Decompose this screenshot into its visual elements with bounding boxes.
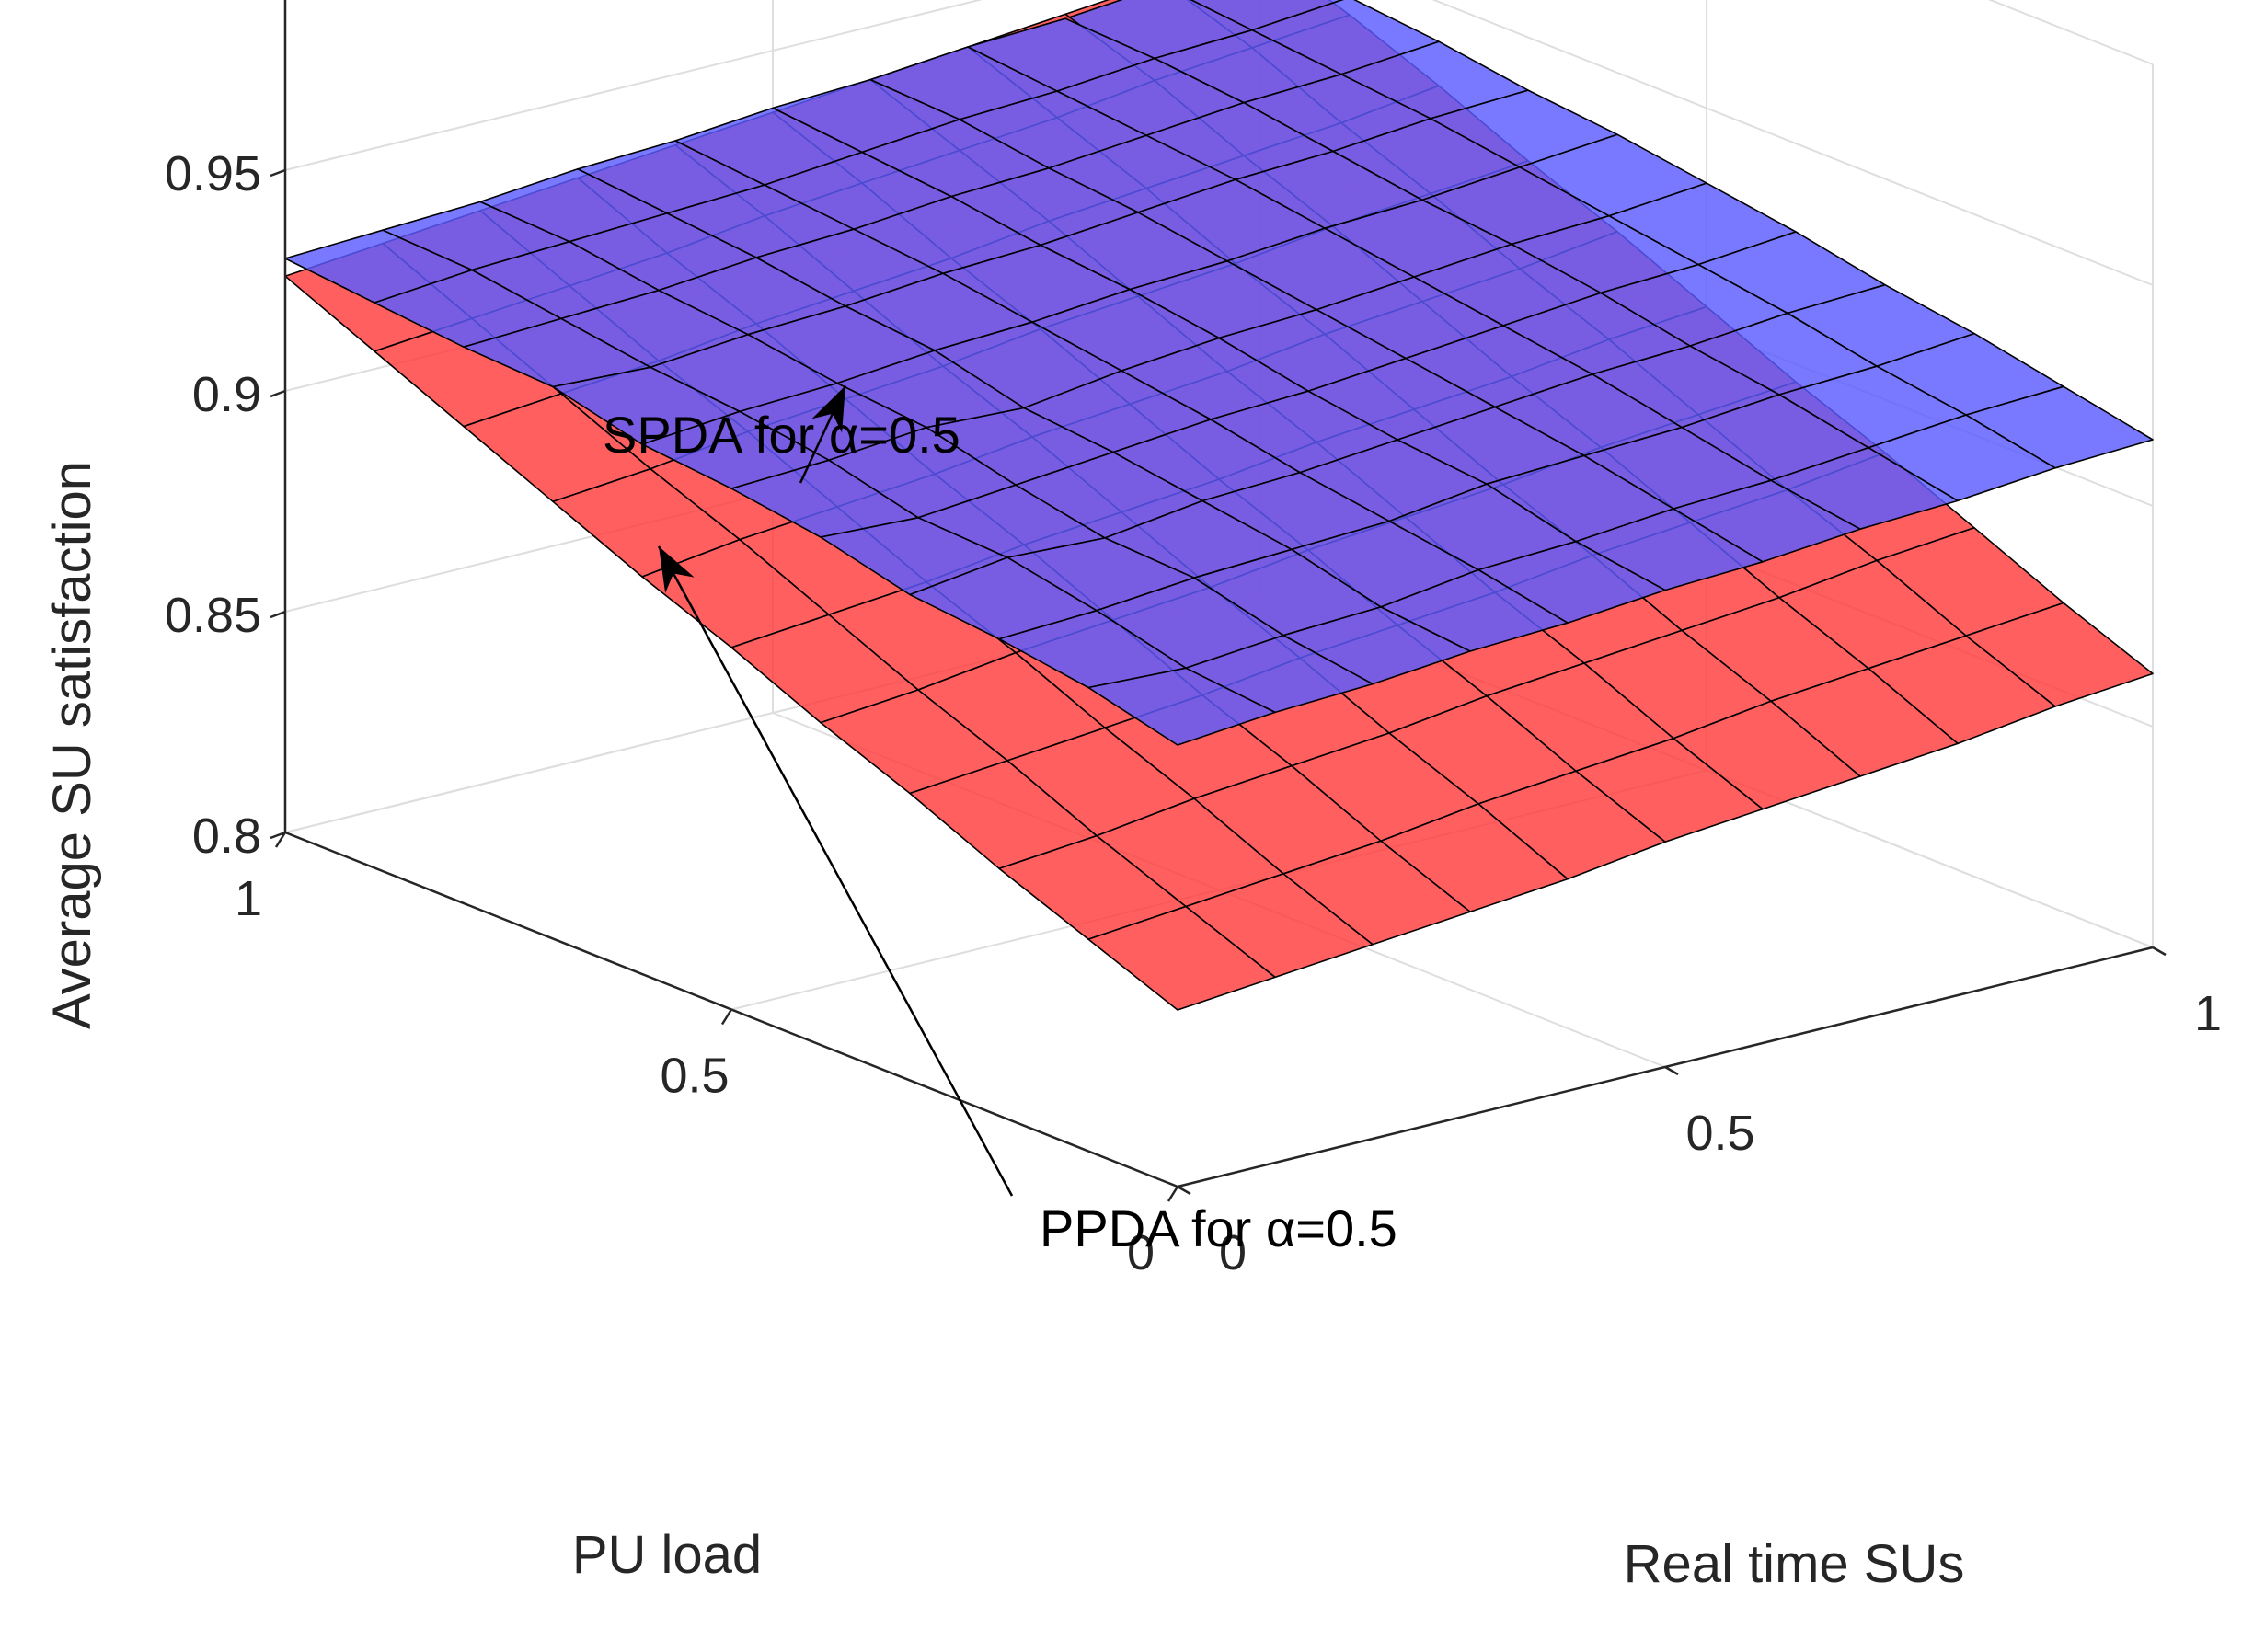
ppda-surface-patch-0-0 — [1087, 905, 1276, 1011]
y-tick-label-1: 0.5 — [660, 1049, 729, 1104]
z-tick-mark-2 — [270, 389, 286, 398]
z-tick-label-2: 0.9 — [192, 367, 261, 422]
y-tick-mark-0 — [1167, 1186, 1179, 1202]
y-tick-mark-1 — [720, 1008, 733, 1026]
x-tick-mark-0 — [1177, 1185, 1191, 1196]
z-tick-label-1: 0.85 — [165, 588, 261, 643]
annotation-ppda-arrowhead — [659, 546, 695, 593]
x-tick-label-0: 0 — [1219, 1225, 1247, 1280]
z-axis-title: Average SU satisfaction — [42, 461, 102, 1029]
annotation-spda-arrowhead — [811, 385, 845, 433]
spda-surface-patch-0-0 — [1087, 667, 1276, 746]
annotation-ppda-label: PPDA for α=0.5 — [1040, 1199, 1397, 1257]
annotation-spda-label: SPDA for α=0.5 — [603, 406, 960, 464]
surfaces — [284, 0, 2154, 1011]
z-tick-mark-0 — [270, 831, 286, 840]
z-tick-label-3: 0.95 — [165, 146, 261, 201]
y-tick-label-0: 0 — [1127, 1225, 1155, 1280]
grid-line-z-back-right-4 — [1987, 0, 2154, 65]
x-tick-label-2: 1 — [2194, 986, 2222, 1041]
z-tick-label-0: 0.8 — [192, 809, 261, 864]
z-tick-mark-3 — [270, 168, 286, 178]
x-tick-mark-2 — [2152, 946, 2167, 957]
x-tick-mark-1 — [1664, 1065, 1679, 1076]
y-tick-mark-2 — [274, 832, 287, 848]
annotations: SPDA for α=0.5 PPDA for α=0.5 — [603, 384, 1397, 1257]
y-tick-label-2: 1 — [235, 871, 262, 926]
annotation-ppda-arrow-line — [657, 545, 1014, 1197]
x-axis-title: Real time SUs — [1624, 1534, 1965, 1594]
z-tick-mark-1 — [270, 610, 286, 619]
x-tick-label-1: 0.5 — [1685, 1106, 1754, 1161]
y-axis-title: PU load — [572, 1525, 762, 1585]
